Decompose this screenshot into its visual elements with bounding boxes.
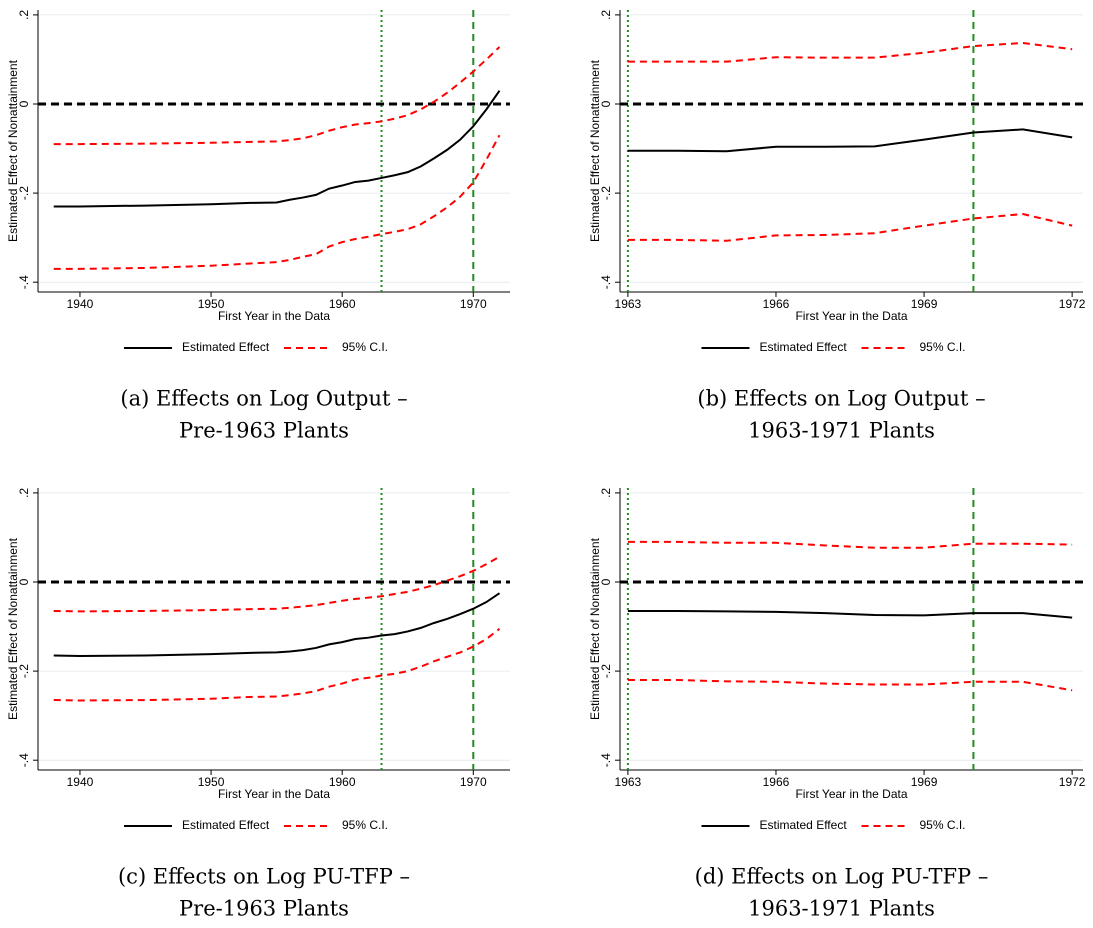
y-tick-label: -.4 (17, 753, 31, 767)
series-line (627, 213, 1073, 242)
caption: (b) Effects on Log Output – (697, 387, 985, 411)
legend-label: Estimated Effect (182, 340, 270, 354)
caption: 1963-1971 Plants (748, 897, 935, 921)
y-tick-label: -.4 (599, 753, 613, 767)
x-tick-label: 1970 (460, 297, 487, 311)
y-tick-label: -.2 (599, 664, 613, 678)
legend-label: 95% C.I. (342, 818, 388, 832)
y-tick-label: .2 (599, 488, 613, 498)
y-tick-label: 0 (17, 578, 31, 585)
x-tick-label: 1969 (911, 297, 938, 311)
series-line (53, 90, 501, 208)
series-line (53, 555, 501, 613)
series-line (627, 609, 1073, 619)
y-tick-label: -.2 (17, 664, 31, 678)
y-tick-label: 0 (17, 100, 31, 107)
x-axis-title: First Year in the Data (795, 309, 907, 323)
caption: (c) Effects on Log PU-TFP – (118, 865, 410, 889)
y-tick-label: .2 (17, 10, 31, 20)
series-line (627, 128, 1073, 153)
x-tick-label: 1966 (763, 775, 790, 789)
y-tick-label: .2 (17, 488, 31, 498)
x-tick-label: 1969 (911, 775, 938, 789)
x-tick-label: 1963 (615, 775, 642, 789)
x-tick-label: 1972 (1059, 775, 1086, 789)
y-tick-label: -.4 (599, 275, 613, 289)
x-tick-label: 1970 (460, 775, 487, 789)
series-line (627, 679, 1073, 692)
y-axis-title: Estimated Effect of Nonattainment (6, 537, 20, 720)
legend-label: 95% C.I. (342, 340, 388, 354)
panel: .2 0 -.2 -.4 1940 1950 1960 1970 First Year in t… (6, 488, 510, 921)
y-axis-title: Estimated Effect of Nonattainment (588, 59, 602, 242)
series-line (53, 46, 501, 146)
series-line (53, 134, 501, 270)
x-tick-label: 1966 (763, 297, 790, 311)
x-tick-label: 1950 (198, 775, 225, 789)
x-axis-title: First Year in the Data (218, 309, 330, 323)
series-line (53, 592, 501, 657)
panel: .2 0 -.2 -.4 1940 1950 1960 1970 First Year in t… (6, 10, 510, 443)
y-axis-title: Estimated Effect of Nonattainment (588, 537, 602, 720)
x-tick-label: 1960 (329, 297, 356, 311)
x-tick-label: 1960 (329, 775, 356, 789)
x-tick-label: 1950 (198, 297, 225, 311)
caption: (d) Effects on Log PU-TFP – (695, 865, 989, 889)
caption: 1963-1971 Plants (748, 419, 935, 443)
y-tick-label: -.4 (17, 275, 31, 289)
legend-label: 95% C.I. (920, 340, 966, 354)
x-axis-title: First Year in the Data (218, 787, 330, 801)
y-tick-label: -.2 (599, 186, 613, 200)
series-line (627, 540, 1073, 549)
x-axis-title: First Year in the Data (795, 787, 907, 801)
y-tick-label: -.2 (17, 186, 31, 200)
x-tick-label: 1963 (615, 297, 642, 311)
y-tick-label: .2 (599, 10, 613, 20)
legend-label: Estimated Effect (760, 340, 848, 354)
x-tick-label: 1940 (67, 297, 94, 311)
y-axis-title: Estimated Effect of Nonattainment (6, 59, 20, 242)
legend-label: Estimated Effect (760, 818, 848, 832)
legend-label: 95% C.I. (920, 818, 966, 832)
legend-label: Estimated Effect (182, 818, 270, 832)
y-tick-label: 0 (599, 578, 613, 585)
x-tick-label: 1940 (67, 775, 94, 789)
y-tick-label: 0 (599, 100, 613, 107)
caption: (a) Effects on Log Output – (120, 387, 407, 411)
x-tick-label: 1972 (1059, 297, 1086, 311)
series-line (53, 627, 501, 702)
caption: Pre-1963 Plants (179, 897, 349, 921)
series-line (627, 41, 1073, 63)
caption: Pre-1963 Plants (179, 419, 349, 443)
